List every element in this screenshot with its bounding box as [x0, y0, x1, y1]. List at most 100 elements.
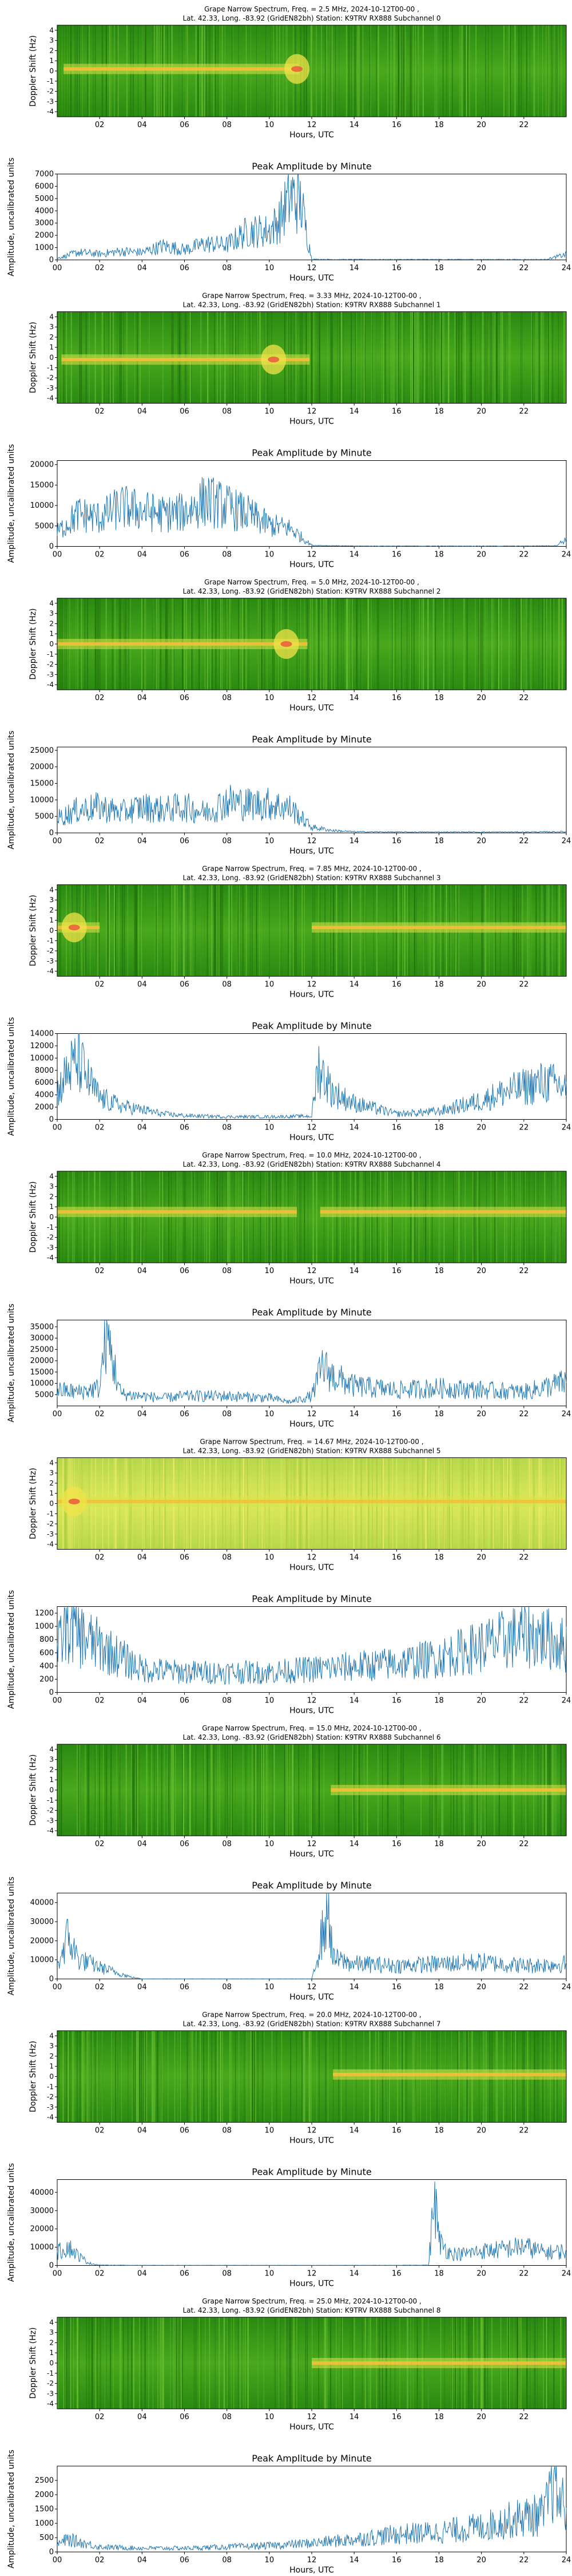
amplitude-ytick-label: 10000 — [30, 2243, 54, 2252]
amplitude-xtick-label: 22 — [519, 264, 529, 272]
amplitude-xtick-label: 02 — [95, 1983, 105, 1992]
spectrum-ytick-label: 3 — [49, 896, 54, 904]
amplitude-xtick-label: 08 — [222, 264, 232, 272]
amplitude-frame — [57, 2179, 567, 2266]
amplitude-ytick-label: 0 — [49, 256, 54, 264]
amplitude-xlabel: Hours, UTC — [289, 1133, 334, 1143]
amplitude-ytick-label: 6000 — [35, 1078, 54, 1087]
amplitude-title: Peak Amplitude by Minute — [252, 448, 372, 459]
spectrum-ylabel: Doppler Shift (Hz) — [29, 895, 38, 966]
amplitude-xtick-label: 10 — [265, 1124, 275, 1132]
spectrum-xtick-label: 20 — [476, 2413, 486, 2421]
spectrum-ytick-label: -4 — [47, 1540, 54, 1548]
spectrum-ytick-label: 1 — [49, 1203, 54, 1211]
amplitude-xtick-label: 24 — [562, 2556, 571, 2565]
amplitude-xtick-label: 16 — [392, 1983, 402, 1992]
amplitude-line — [57, 1033, 567, 1120]
channel-4: Grape Narrow Spectrum, Freq. = 10.0 MHz,… — [7, 1151, 571, 1429]
amplitude-xtick-label: 20 — [476, 2270, 486, 2278]
spectrum-ylabel: Doppler Shift (Hz) — [29, 1468, 38, 1539]
amplitude-xtick-label: 08 — [222, 1697, 232, 1705]
amplitude-ytick-label: 15000 — [30, 779, 54, 788]
spectrum-xtick-label: 16 — [392, 2127, 402, 2135]
spectrum-xtick-label: 14 — [349, 408, 359, 416]
amplitude-ytick-label: 30000 — [30, 1918, 54, 1926]
spectrum-title: Grape Narrow Spectrum, Freq. = 20.0 MHz,… — [202, 2011, 421, 2019]
spectrum-xtick-label: 02 — [95, 2413, 105, 2421]
spectrum-xtick-label: 04 — [137, 408, 147, 416]
spectrum-ytick-label: -1 — [47, 364, 54, 372]
spectrum-xtick-label: 04 — [137, 121, 147, 129]
spectrum-xtick-label: 14 — [349, 1840, 359, 1848]
doppler-trace — [61, 358, 310, 362]
amplitude-ylabel: Amplitude, uncalibrated units — [7, 157, 16, 276]
spectrum-ytick-label: 4 — [49, 2032, 54, 2040]
spectrum-xtick-label: 08 — [222, 121, 232, 129]
amplitude-xtick-label: 10 — [265, 1983, 275, 1992]
spectrum-xtick-label: 04 — [137, 694, 147, 702]
amplitude-xtick-label: 10 — [265, 1697, 275, 1705]
channel-3: Grape Narrow Spectrum, Freq. = 7.85 MHz,… — [7, 865, 571, 1143]
spectrum-ytick-label: 3 — [49, 610, 54, 618]
amplitude-xtick-label: 14 — [349, 551, 359, 559]
spectrum-xtick-label: 22 — [519, 1554, 529, 1562]
spectrum-ytick-label: -2 — [47, 2093, 54, 2101]
amplitude-ytick-label: 20000 — [30, 461, 54, 469]
amplitude-xtick-label: 12 — [307, 1697, 317, 1705]
spectrum-xtick-label: 16 — [392, 981, 402, 989]
amplitude-ytick-label: 1000 — [35, 2519, 54, 2528]
amplitude-ytick-label: 0 — [49, 2548, 54, 2557]
spectrum-xtick-label: 10 — [265, 694, 275, 702]
amplitude-frame — [57, 1893, 567, 1980]
channel-2: Grape Narrow Spectrum, Freq. = 5.0 MHz, … — [7, 578, 571, 856]
amplitude-xtick-label: 00 — [53, 551, 62, 559]
spectrum-ytick-label: 3 — [49, 2329, 54, 2337]
spectrum-ytick-label: 1 — [49, 1490, 54, 1498]
spectrum-xtick-label: 14 — [349, 1267, 359, 1275]
spectrum-xtick-label: 20 — [476, 694, 486, 702]
spectrum-xtick-label: 02 — [95, 694, 105, 702]
spectrum-xtick-label: 08 — [222, 1554, 232, 1562]
amplitude-xtick-label: 20 — [476, 1697, 486, 1705]
amplitude-ytick-label: 25000 — [30, 746, 54, 755]
channel-5: Grape Narrow Spectrum, Freq. = 14.67 MHz… — [7, 1438, 571, 1716]
amplitude-line — [57, 477, 567, 547]
spectrum-ytick-label: 2 — [49, 1192, 54, 1200]
spectrum-ytick-label: 4 — [49, 599, 54, 607]
amplitude-xtick-label: 20 — [476, 1983, 486, 1992]
spectrum-ytick-label: -1 — [47, 650, 54, 658]
spectrum-ytick-label: -3 — [47, 384, 54, 392]
spectrum-ytick-label: 4 — [49, 1459, 54, 1467]
amplitude-xtick-label: 18 — [434, 1410, 444, 1419]
spectrum-xtick-label: 14 — [349, 121, 359, 129]
amplitude-xtick-label: 14 — [349, 2270, 359, 2278]
amplitude-xtick-label: 10 — [265, 2270, 275, 2278]
amplitude-xtick-label: 04 — [137, 1124, 147, 1132]
amplitude-ytick-label: 2500 — [35, 2476, 54, 2485]
amplitude-xtick-label: 22 — [519, 1124, 529, 1132]
amplitude-ytick-label: 6000 — [35, 182, 54, 191]
spectrum-ytick-label: 1 — [49, 343, 54, 351]
amplitude-xtick-label: 12 — [307, 551, 317, 559]
spectrum-ytick-label: 4 — [49, 2318, 54, 2326]
amplitude-xtick-label: 04 — [137, 1410, 147, 1419]
spectrum-ytick-label: 3 — [49, 323, 54, 331]
amplitude-xtick-label: 20 — [476, 551, 486, 559]
spectrum-ytick-label: -2 — [47, 1807, 54, 1815]
spectrum-ytick-label: -3 — [47, 670, 54, 678]
amplitude-xtick-label: 08 — [222, 1124, 232, 1132]
amplitude-xtick-label: 18 — [434, 2556, 444, 2565]
spectrum-xtick-label: 20 — [476, 408, 486, 416]
spectrum-ytick-label: -1 — [47, 2369, 54, 2377]
spectrum-xtick-label: 16 — [392, 1267, 402, 1275]
spectrum-xtick-label: 22 — [519, 981, 529, 989]
amplitude-xtick-label: 00 — [53, 1124, 62, 1132]
spectrum-xtick-label: 10 — [265, 1554, 275, 1562]
amplitude-xtick-label: 16 — [392, 2270, 402, 2278]
amplitude-frame — [57, 2466, 567, 2553]
spectrum-ytick-label: 4 — [49, 1745, 54, 1753]
amplitude-xtick-label: 04 — [137, 264, 147, 272]
amplitude-ytick-label: 4000 — [35, 207, 54, 215]
doppler-trace — [57, 1499, 566, 1503]
amplitude-ytick-label: 200 — [39, 1675, 54, 1684]
